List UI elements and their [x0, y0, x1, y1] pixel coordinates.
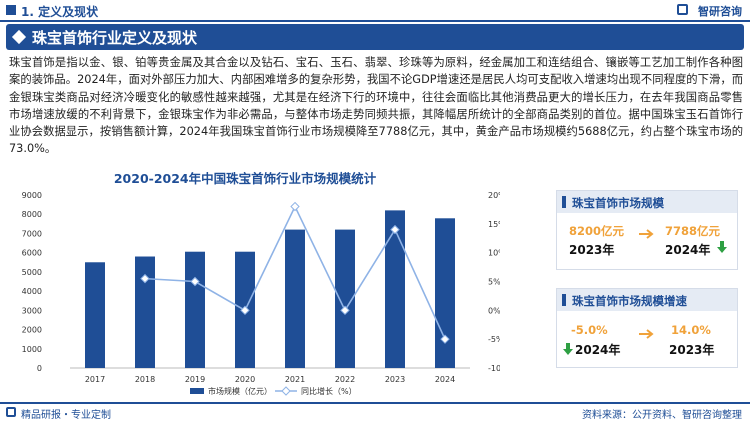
left-axis-tick-label: 4000	[22, 287, 42, 296]
legend-line-marker	[281, 386, 291, 396]
right-axis-tick-label: 15%	[488, 220, 500, 229]
market-size-chart: 0 1000 2000 3000 4000 5000 6000 7000 8000 9000 -10…	[22, 191, 500, 396]
x-axis-tick-label: 2018	[135, 375, 155, 384]
curr-year: 2024年	[665, 243, 711, 257]
growth-rate-card: 珠宝首饰市场规模增速 -5.0% 2024年 14.0% 2023年	[556, 288, 738, 368]
intro-paragraph: 珠宝首饰是指以金、银、铂等贵金属及其合金以及钻石、宝石、玉石、翡翠、珍珠等为原料…	[9, 56, 743, 156]
left-axis-tick-label: 9000	[22, 191, 42, 200]
growth-point-2020	[240, 305, 250, 316]
right-axis-tick-label: 20%	[488, 191, 500, 200]
left-axis-tick-label: 2000	[22, 326, 42, 335]
card-header: 珠宝首饰市场规模增速	[557, 289, 737, 311]
bar-2023	[385, 210, 405, 368]
x-axis-tick-label: 2023	[385, 375, 405, 384]
top-divider	[0, 20, 750, 22]
growth-point-2023	[390, 224, 400, 235]
curr-value: 14.0%	[671, 323, 711, 337]
growth-point-2018	[140, 273, 150, 284]
bar-2018	[135, 256, 155, 368]
prev-value: 8200亿元	[569, 224, 625, 238]
down-arrow-icon	[563, 343, 573, 355]
chart-title: 2020-2024年中国珠宝首饰行业市场规模统计	[113, 171, 377, 186]
left-axis-tick-label: 8000	[22, 210, 42, 219]
bar-2022	[335, 229, 355, 368]
left-axis-tick-label: 1000	[22, 345, 42, 354]
x-axis-tick-label: 2017	[85, 375, 105, 384]
left-axis-tick-label: 3000	[22, 306, 42, 315]
title-banner: 珠宝首饰行业定义及现状	[6, 24, 744, 50]
bottom-bar: 精品研报・专业定制 资料来源：公开资料、智研咨询整理	[0, 402, 750, 421]
legend-line-label: 同比增长（%）	[301, 386, 357, 396]
growth-point-2024	[440, 334, 450, 344]
x-axis-tick-label: 2020	[235, 375, 255, 384]
curr-year: 2023年	[669, 343, 715, 357]
right-axis-tick-label: 0%	[488, 306, 500, 315]
market-size-card: 珠宝首饰市场规模 8200亿元 2023年 7788亿元 2024年	[556, 190, 738, 270]
bar-2021	[285, 229, 305, 368]
brand-logo-icon	[677, 4, 688, 15]
bar-2024	[435, 218, 455, 368]
left-axis-tick-label: 5000	[22, 268, 42, 277]
left-axis-tick-label: 7000	[22, 229, 42, 238]
prev-value: -5.0%	[571, 323, 608, 337]
footer-slogan: 精品研报・专业定制	[21, 410, 111, 421]
right-axis-tick-label: 10%	[488, 249, 500, 258]
diamond-icon	[11, 29, 27, 45]
x-axis-tick-label: 2022	[335, 375, 355, 384]
legend-bar-label: 市场规模（亿元）	[208, 386, 272, 396]
growth-point-2021	[290, 201, 300, 212]
down-arrow-icon	[717, 241, 727, 253]
brand-mark-icon	[6, 407, 16, 417]
card-title: 珠宝首饰市场规模增速	[572, 294, 687, 308]
card-title: 珠宝首饰市场规模	[572, 196, 664, 210]
banner-title: 珠宝首饰行业定义及现状	[32, 29, 198, 47]
left-axis-tick-label: 0	[37, 364, 42, 373]
prev-year: 2023年	[569, 243, 615, 257]
source-note: 资料来源：公开资料、智研咨询整理	[582, 410, 742, 421]
growth-point-2019	[190, 276, 200, 287]
x-axis-tick-label: 2019	[185, 375, 205, 384]
right-axis-tick-label: -10%	[488, 364, 500, 373]
growth-point-2022	[340, 305, 350, 316]
section-title: 1. 定义及现状	[21, 5, 99, 19]
curr-value: 7788亿元	[665, 224, 721, 238]
card-header-bar	[562, 196, 566, 208]
legend-bar-swatch	[190, 388, 204, 394]
brand-logo: 智研咨询	[698, 5, 742, 18]
card-header: 珠宝首饰市场规模	[557, 191, 737, 213]
bar-2019	[185, 251, 205, 368]
x-axis-tick-label: 2021	[285, 375, 305, 384]
bar-2017	[85, 262, 105, 368]
left-axis-tick-label: 6000	[22, 249, 42, 258]
top-bar: 1. 定义及现状 智研咨询	[0, 0, 750, 22]
prev-year: 2024年	[575, 343, 621, 357]
right-axis-tick-label: 5%	[488, 278, 500, 287]
arrow-right-icon	[639, 229, 654, 239]
section-marker-icon	[6, 5, 16, 15]
card-header-bar	[562, 294, 566, 306]
right-axis-tick-label: -5%	[488, 335, 500, 344]
arrow-right-icon	[639, 329, 654, 339]
x-axis-tick-label: 2024	[435, 375, 455, 384]
